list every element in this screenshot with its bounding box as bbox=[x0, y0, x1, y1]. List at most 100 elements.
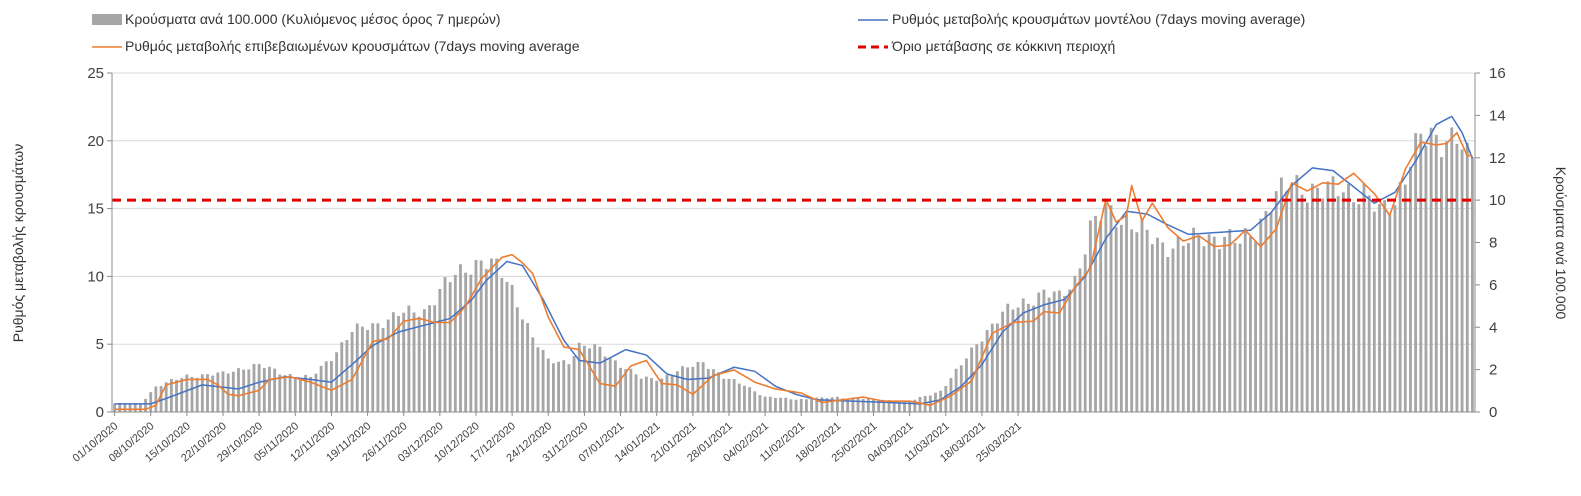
bar bbox=[345, 339, 349, 412]
bar bbox=[226, 373, 230, 412]
bar bbox=[1372, 211, 1376, 412]
bar bbox=[686, 367, 690, 412]
bar bbox=[1429, 127, 1433, 412]
bar bbox=[1094, 215, 1097, 412]
bar bbox=[521, 319, 524, 412]
bar bbox=[670, 375, 674, 412]
bar bbox=[231, 371, 235, 412]
bar bbox=[598, 346, 602, 412]
bar bbox=[118, 402, 122, 412]
bar bbox=[1192, 227, 1196, 412]
bar bbox=[1052, 291, 1056, 412]
bar bbox=[696, 361, 700, 412]
bar bbox=[996, 323, 999, 412]
bar bbox=[340, 342, 344, 412]
bar bbox=[825, 398, 829, 412]
bar bbox=[500, 277, 504, 412]
bar bbox=[1109, 205, 1113, 412]
bar bbox=[1378, 204, 1381, 412]
bar bbox=[490, 258, 493, 412]
bar bbox=[293, 377, 297, 412]
bar bbox=[872, 398, 875, 412]
left-tick-label: 10 bbox=[87, 268, 104, 285]
bar bbox=[624, 369, 628, 412]
bar bbox=[448, 282, 452, 412]
bar bbox=[1357, 204, 1361, 412]
bar bbox=[1362, 183, 1366, 412]
bar bbox=[882, 399, 886, 412]
bar bbox=[299, 377, 302, 412]
bar bbox=[722, 378, 726, 412]
bar bbox=[712, 369, 715, 412]
bar bbox=[526, 322, 530, 412]
bar bbox=[1450, 127, 1454, 413]
right-tick-label: 4 bbox=[1489, 319, 1497, 336]
bar bbox=[381, 328, 385, 412]
bar bbox=[1212, 236, 1216, 412]
bar bbox=[412, 312, 416, 412]
bar bbox=[541, 349, 545, 412]
bar bbox=[221, 371, 225, 412]
bar bbox=[892, 401, 896, 412]
bar bbox=[1347, 183, 1350, 412]
right-tick-label: 6 bbox=[1489, 277, 1497, 294]
bar bbox=[1073, 275, 1077, 412]
bar bbox=[407, 305, 411, 412]
bar bbox=[1465, 142, 1469, 412]
bar bbox=[1042, 289, 1046, 412]
bar bbox=[283, 375, 287, 412]
bar bbox=[1419, 133, 1423, 413]
bar bbox=[1326, 181, 1330, 412]
bar bbox=[386, 319, 390, 412]
bar bbox=[1125, 214, 1128, 412]
bar bbox=[1218, 249, 1221, 412]
bar bbox=[1114, 227, 1118, 412]
bar bbox=[804, 399, 808, 412]
bar bbox=[706, 368, 710, 412]
left-tick-label: 5 bbox=[96, 336, 104, 353]
bar bbox=[304, 374, 308, 412]
legend-label-model: Ρυθμός μεταβολής κρουσμάτων μοντέλου (7d… bbox=[892, 11, 1305, 27]
bar bbox=[474, 260, 478, 412]
bar bbox=[464, 272, 468, 412]
bar bbox=[1026, 303, 1030, 412]
bar bbox=[552, 363, 555, 412]
left-tick-label: 15 bbox=[87, 201, 104, 218]
bar bbox=[768, 396, 772, 412]
bar bbox=[1248, 236, 1252, 412]
bar bbox=[877, 400, 881, 412]
bar bbox=[1455, 143, 1459, 412]
bar bbox=[113, 403, 116, 412]
bar bbox=[985, 330, 989, 412]
bar bbox=[717, 372, 721, 412]
bar bbox=[743, 385, 746, 412]
bar bbox=[701, 362, 705, 412]
right-tick-label: 0 bbox=[1489, 404, 1497, 421]
bar bbox=[1006, 303, 1010, 412]
right-tick-label: 2 bbox=[1489, 362, 1497, 379]
bar bbox=[1388, 215, 1392, 412]
bar bbox=[1274, 191, 1278, 412]
bar bbox=[660, 378, 664, 412]
bar bbox=[774, 398, 777, 412]
bar bbox=[1088, 220, 1092, 412]
bar bbox=[1063, 295, 1066, 412]
bar bbox=[206, 374, 209, 412]
bar bbox=[644, 376, 648, 412]
bar bbox=[438, 288, 442, 412]
line-series bbox=[114, 115, 1474, 411]
bar bbox=[459, 264, 462, 412]
bar bbox=[1207, 234, 1211, 412]
bar bbox=[1171, 248, 1175, 412]
bar bbox=[1310, 183, 1314, 412]
bar bbox=[784, 397, 788, 412]
bar bbox=[1295, 175, 1299, 412]
bar bbox=[1021, 298, 1025, 412]
bar bbox=[505, 281, 509, 412]
bar bbox=[495, 258, 499, 412]
bar bbox=[1104, 203, 1108, 412]
left-tick-label: 0 bbox=[96, 404, 104, 421]
bar bbox=[335, 352, 339, 412]
bar bbox=[866, 398, 870, 412]
